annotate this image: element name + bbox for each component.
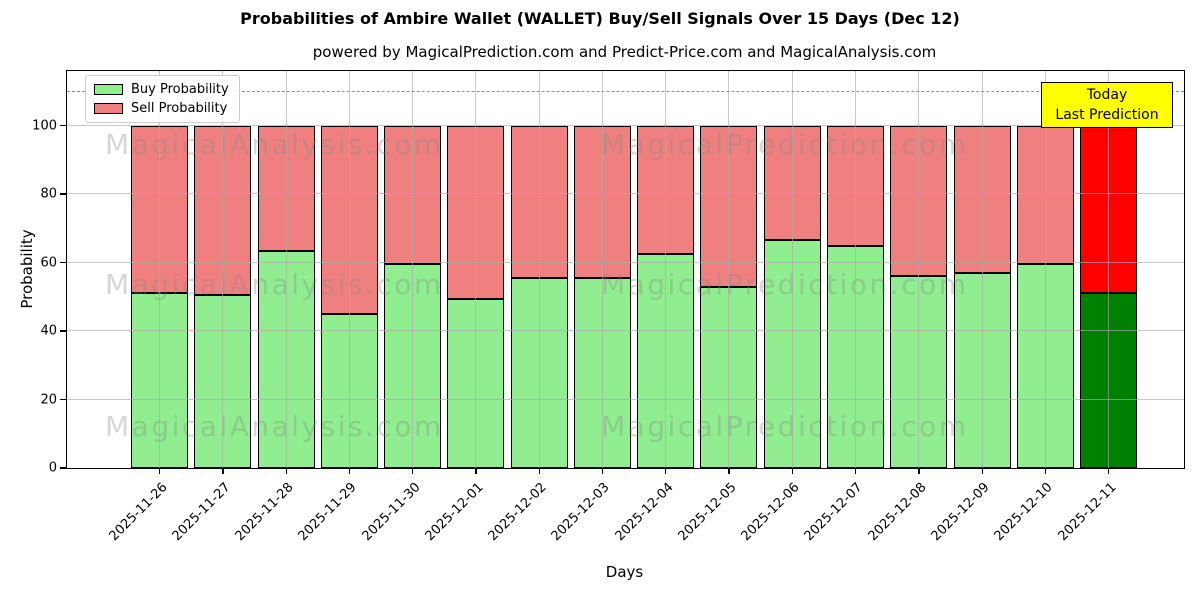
gridline-vertical (159, 71, 160, 468)
x-axis-tick (412, 468, 414, 474)
x-tick-label: 2025-11-30 (359, 480, 424, 545)
today-annotation: Today Last Prediction (1041, 82, 1173, 128)
x-axis-tick (1044, 468, 1047, 474)
x-axis-tick (285, 468, 287, 474)
y-tick-label: 0 (48, 460, 57, 476)
gridline-vertical (981, 71, 983, 468)
y-axis-tick (60, 193, 66, 195)
chart-subtitle: powered by MagicalPrediction.com and Pre… (312, 43, 937, 61)
x-axis-tick (918, 468, 920, 474)
x-tick-label: 2025-12-02 (485, 480, 550, 545)
x-tick-label: 2025-11-26 (106, 480, 171, 545)
x-axis-tick (538, 468, 540, 474)
plot-area: Buy Probability Sell Probability Today L… (32, 70, 1185, 544)
legend-sell-label: Sell Probability (131, 101, 228, 116)
x-axis-tick (159, 468, 161, 474)
y-tick-label: 80 (40, 186, 57, 202)
x-tick-label: 2025-12-06 (738, 480, 803, 545)
gridline-horizontal (67, 124, 1184, 126)
x-tick-label: 2025-11-27 (169, 480, 234, 545)
x-tick-label: 2025-12-08 (865, 480, 930, 545)
x-tick-label: 2025-12-10 (991, 480, 1056, 545)
y-axis-tick (60, 261, 66, 264)
gridline-vertical (475, 71, 477, 468)
gridline-vertical (601, 71, 603, 468)
x-axis-tick (1108, 468, 1110, 474)
gridline-vertical (728, 71, 730, 468)
gridline-vertical (348, 71, 350, 468)
y-axis-tick (60, 330, 66, 332)
gridline-horizontal (67, 261, 1184, 263)
gridline-horizontal (67, 398, 1184, 400)
gridline-vertical (665, 71, 667, 468)
y-tick-label: 20 (40, 392, 57, 408)
chart-title: Probabilities of Ambire Wallet (WALLET) … (240, 9, 960, 28)
x-tick-label: 2025-11-29 (295, 480, 360, 545)
legend-buy-label: Buy Probability (131, 82, 229, 97)
gridline-horizontal (67, 193, 1184, 195)
x-axis-tick (728, 468, 730, 474)
x-tick-label: 2025-12-07 (802, 480, 867, 545)
x-tick-label: 2025-12-09 (928, 480, 993, 545)
gridline-vertical (412, 71, 414, 468)
x-axis-tick (348, 468, 351, 474)
x-tick-label: 2025-11-28 (232, 480, 297, 545)
gridline-vertical (918, 71, 920, 468)
y-axis-title: Probability (18, 229, 36, 309)
x-tick-label: 2025-12-01 (422, 480, 487, 545)
gridline-vertical (1108, 71, 1110, 468)
x-tick-label: 2025-12-11 (1055, 480, 1120, 545)
x-axis-tick (222, 468, 224, 474)
gridline-vertical (538, 71, 540, 468)
gridline-vertical (1044, 71, 1046, 468)
x-axis-tick (665, 468, 667, 474)
x-axis-title: Days (605, 563, 644, 581)
sell-color-swatch (94, 103, 123, 114)
y-axis-tick (60, 398, 66, 401)
gridline-vertical (285, 71, 287, 468)
today-annotation-line1: Today (1086, 87, 1128, 103)
y-tick-label: 40 (40, 323, 57, 339)
dashed-threshold-line (67, 90, 1184, 92)
gridline-vertical (791, 71, 793, 468)
y-tick-label: 60 (40, 255, 57, 271)
gridline-vertical (854, 71, 856, 468)
y-axis-tick (60, 467, 66, 469)
x-tick-label: 2025-12-05 (675, 480, 740, 545)
buy-color-swatch (94, 84, 123, 95)
x-axis-tick (854, 468, 857, 474)
y-tick-label: 100 (32, 118, 57, 134)
x-axis-tick (791, 468, 793, 474)
y-axis-tick (60, 124, 66, 127)
gridline-vertical (222, 71, 224, 468)
x-axis-tick (601, 468, 604, 474)
x-tick-label: 2025-12-03 (548, 480, 613, 545)
x-axis-tick (475, 468, 477, 474)
legend-entry-buy: Buy Probability (94, 83, 229, 96)
legend: Buy Probability Sell Probability (85, 75, 240, 123)
today-annotation-line2: Last Prediction (1055, 107, 1159, 123)
x-tick-label: 2025-12-04 (612, 480, 677, 545)
legend-entry-sell: Sell Probability (94, 102, 229, 115)
x-axis-tick (981, 468, 983, 474)
gridline-horizontal (67, 330, 1184, 332)
